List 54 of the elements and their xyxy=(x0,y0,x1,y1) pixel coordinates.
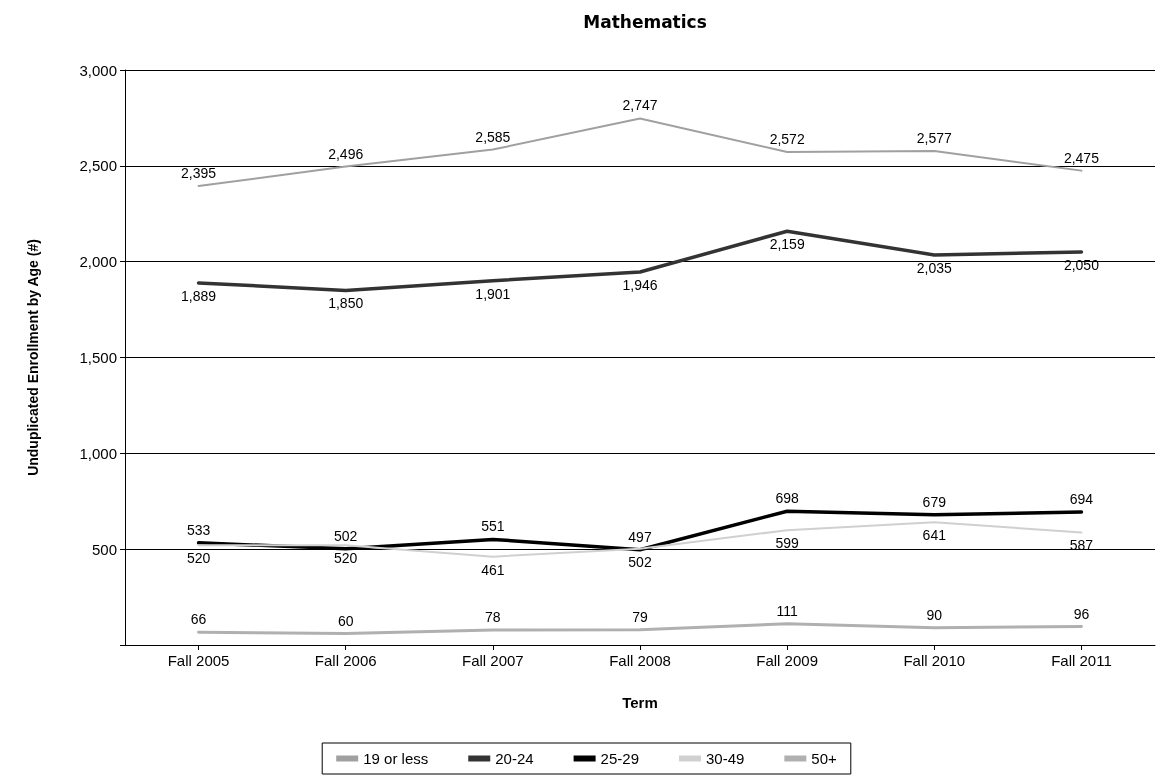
y-tick-label: 2,500 xyxy=(79,157,117,175)
data-label: 79 xyxy=(632,608,648,625)
y-tick-label: 2,000 xyxy=(79,253,117,271)
x-tick-label: Fall 2009 xyxy=(756,652,818,669)
x-tick-label: Fall 2007 xyxy=(462,652,524,669)
x-tick-label: Fall 2010 xyxy=(903,652,966,669)
y-tick-label: 1,000 xyxy=(79,444,117,462)
x-tick-label: Fall 2006 xyxy=(314,652,377,669)
data-label: 497 xyxy=(628,528,652,545)
data-label: 90 xyxy=(926,606,943,623)
y-tick-label: 1,500 xyxy=(79,349,117,366)
chart-title: Mathematics xyxy=(583,11,707,32)
legend-label: 19 or less xyxy=(363,750,429,767)
y-tick-label: 500 xyxy=(91,540,117,558)
data-label: 641 xyxy=(922,527,947,544)
data-label: 502 xyxy=(334,527,358,544)
data-label: 2,496 xyxy=(328,145,364,162)
data-label: 1,850 xyxy=(328,295,364,312)
data-label: 1,901 xyxy=(475,285,511,302)
data-label: 1,946 xyxy=(622,277,658,294)
legend-label: 30-49 xyxy=(705,750,745,767)
data-label: 2,035 xyxy=(916,259,953,276)
x-tick-label: Fall 2011 xyxy=(1051,652,1112,669)
data-label: 679 xyxy=(922,493,947,510)
legend-label: 20-24 xyxy=(495,750,534,767)
data-label: 2,577 xyxy=(916,130,953,147)
data-label: 78 xyxy=(485,609,501,626)
data-label: 60 xyxy=(337,612,354,629)
data-label: 2,475 xyxy=(1063,149,1100,166)
x-axis-title: Term xyxy=(622,694,658,711)
data-label: 461 xyxy=(481,561,505,578)
legend-label: 50+ xyxy=(811,750,838,767)
x-tick-label: Fall 2005 xyxy=(167,652,230,669)
data-label: 96 xyxy=(1073,605,1090,622)
data-label: 2,585 xyxy=(475,128,511,145)
data-label: 2,159 xyxy=(769,236,805,253)
data-label: 694 xyxy=(1069,490,1094,507)
y-axis-title: Unduplicated Enrollment by Age (#) xyxy=(25,239,41,476)
data-label: 533 xyxy=(186,521,211,538)
data-label: 520 xyxy=(334,550,358,567)
x-tick-label: Fall 2008 xyxy=(609,652,671,669)
data-label: 599 xyxy=(775,535,800,552)
data-label: 551 xyxy=(481,518,505,535)
data-label: 502 xyxy=(628,553,652,570)
data-label: 2,747 xyxy=(622,97,658,114)
data-label: 698 xyxy=(775,490,800,507)
data-label: 111 xyxy=(776,602,798,619)
data-label: 66 xyxy=(190,611,207,628)
y-tick-label: 3,000 xyxy=(79,61,117,79)
legend-label: 25-29 xyxy=(600,750,639,767)
data-label: 1,889 xyxy=(181,287,217,304)
data-label: 2,572 xyxy=(769,131,805,148)
data-label: 520 xyxy=(186,550,211,567)
data-label: 2,395 xyxy=(181,164,217,181)
